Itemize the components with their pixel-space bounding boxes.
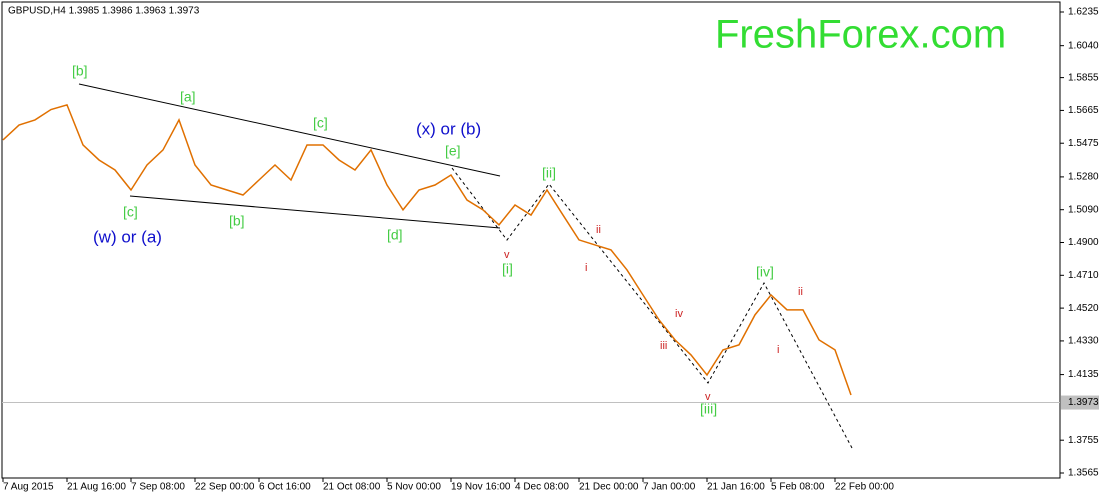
x-tick-label: 6 Oct 16:00: [259, 482, 311, 493]
wave-label: [d]: [387, 227, 403, 243]
wave-label: [c]: [123, 204, 138, 220]
wave-label: (x) or (b): [416, 119, 481, 138]
wave-label: ii: [596, 224, 601, 236]
chart-title: GBPUSD,H4 1.3985 1.3986 1.3963 1.3973: [8, 6, 200, 17]
wave-label: [e]: [445, 143, 461, 159]
wave-label: (w) or (a): [93, 227, 162, 246]
x-tick-label: 5 Nov 00:00: [387, 482, 441, 493]
y-tick-label: 1.4520: [1068, 303, 1099, 314]
current-price-label: 1.3973: [1068, 397, 1099, 408]
x-tick-label: 21 Aug 16:00: [67, 482, 126, 493]
x-tick-label: 5 Feb 08:00: [771, 482, 825, 493]
y-tick-label: 1.4710: [1068, 270, 1099, 281]
price-line: [2, 103, 852, 396]
y-tick-label: 1.5475: [1068, 138, 1099, 149]
wave-label: [ii]: [542, 165, 556, 181]
plot-frame: [1, 1, 1061, 479]
wave-label: [i]: [502, 261, 513, 277]
y-tick-label: 1.4330: [1068, 336, 1099, 347]
current-price-box: [1061, 395, 1099, 410]
y-tick-label: 1.5665: [1068, 105, 1099, 116]
wave-label: ii: [798, 286, 803, 298]
x-tick-label: 7 Jan 00:00: [643, 482, 696, 493]
wave-label: [b]: [72, 63, 88, 79]
wave-label: [c]: [313, 115, 328, 131]
x-tick-label: 19 Nov 16:00: [451, 482, 511, 493]
x-tick-label: 4 Dec 08:00: [515, 482, 569, 493]
x-tick-label: 22 Feb 00:00: [835, 482, 894, 493]
wave-label: i: [585, 262, 587, 274]
x-tick-label: 21 Oct 08:00: [323, 482, 381, 493]
y-tick-label: 1.6235: [1068, 7, 1099, 18]
y-tick-label: 1.4135: [1068, 369, 1099, 380]
y-tick-label: 1.5855: [1068, 72, 1099, 83]
y-tick-label: 1.4900: [1068, 237, 1099, 248]
x-tick-label: 7 Aug 2015: [3, 482, 54, 493]
y-tick-label: 1.5280: [1068, 172, 1099, 183]
y-tick-label: 1.3565: [1068, 468, 1099, 479]
wave-label: [b]: [229, 213, 245, 229]
wave-label: [a]: [180, 89, 196, 105]
x-tick-label: 21 Jan 16:00: [707, 482, 765, 493]
x-tick-label: 7 Sep 08:00: [131, 482, 185, 493]
y-tick-label: 1.5090: [1068, 204, 1099, 215]
wave-label: iii: [660, 340, 667, 352]
wave-label: v: [504, 249, 510, 261]
wave-label: i: [777, 344, 779, 356]
x-tick-label: 22 Sep 00:00: [195, 482, 255, 493]
wave-label: v: [705, 391, 711, 403]
wave-label: [iii]: [700, 401, 717, 417]
trend-lines: [78, 83, 501, 229]
wave-label: iv: [675, 308, 683, 320]
x-tick-label: 21 Dec 00:00: [579, 482, 639, 493]
wave-label: [iv]: [756, 264, 774, 280]
y-tick-label: 1.6040: [1068, 40, 1099, 51]
watermark: FreshForex.com: [715, 13, 1006, 57]
y-tick-label: 1.3755: [1068, 435, 1099, 446]
